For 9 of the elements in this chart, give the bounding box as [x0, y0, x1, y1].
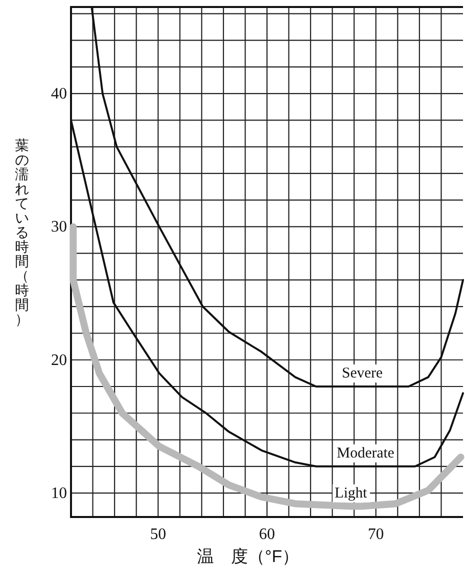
x-axis-title: 温 度（°F）	[196, 547, 300, 566]
x-tick-label: 60	[259, 526, 275, 543]
y-tick-label: 30	[51, 218, 67, 236]
y-tick-label: 40	[51, 86, 67, 103]
y-tick-label: 20	[51, 352, 67, 369]
x-tick-label: 50	[150, 526, 166, 543]
text: 葉の濡れている時間（時間）	[15, 137, 29, 327]
x-tick-label: 70	[368, 526, 384, 543]
y-tick-label: 10	[51, 485, 67, 502]
